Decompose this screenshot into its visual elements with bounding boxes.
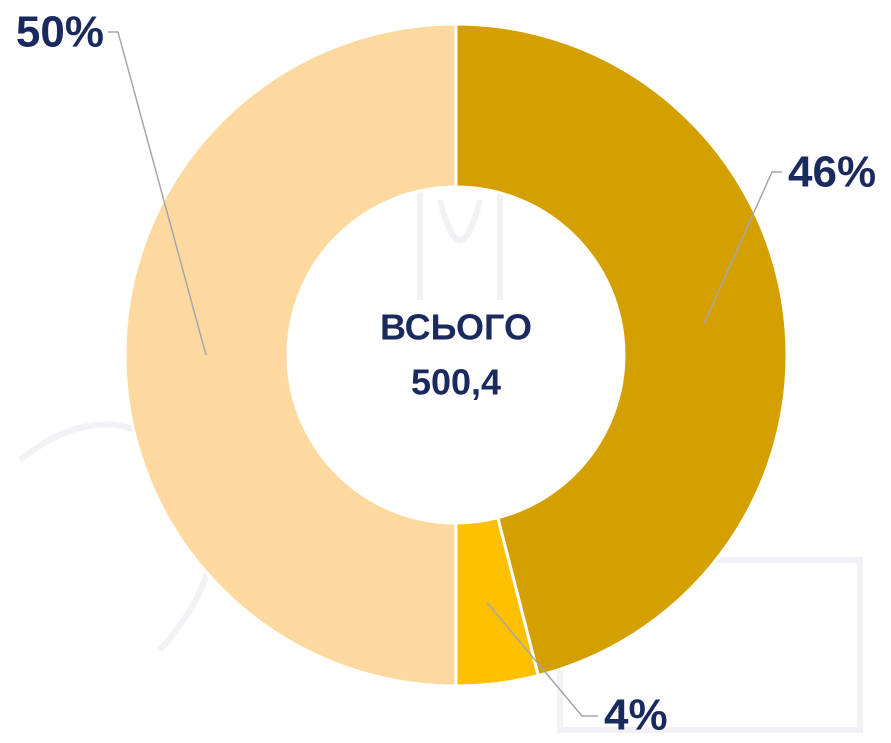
data-label: 4% <box>604 691 668 740</box>
donut-slice <box>125 24 456 686</box>
data-label: 46% <box>788 148 876 197</box>
chart: ВСЬОГО 500,4 46% 4% 50% <box>0 0 891 743</box>
center-title: ВСЬОГО <box>380 307 532 348</box>
center-value: 500,4 <box>411 362 501 403</box>
data-label: 50% <box>16 8 104 57</box>
